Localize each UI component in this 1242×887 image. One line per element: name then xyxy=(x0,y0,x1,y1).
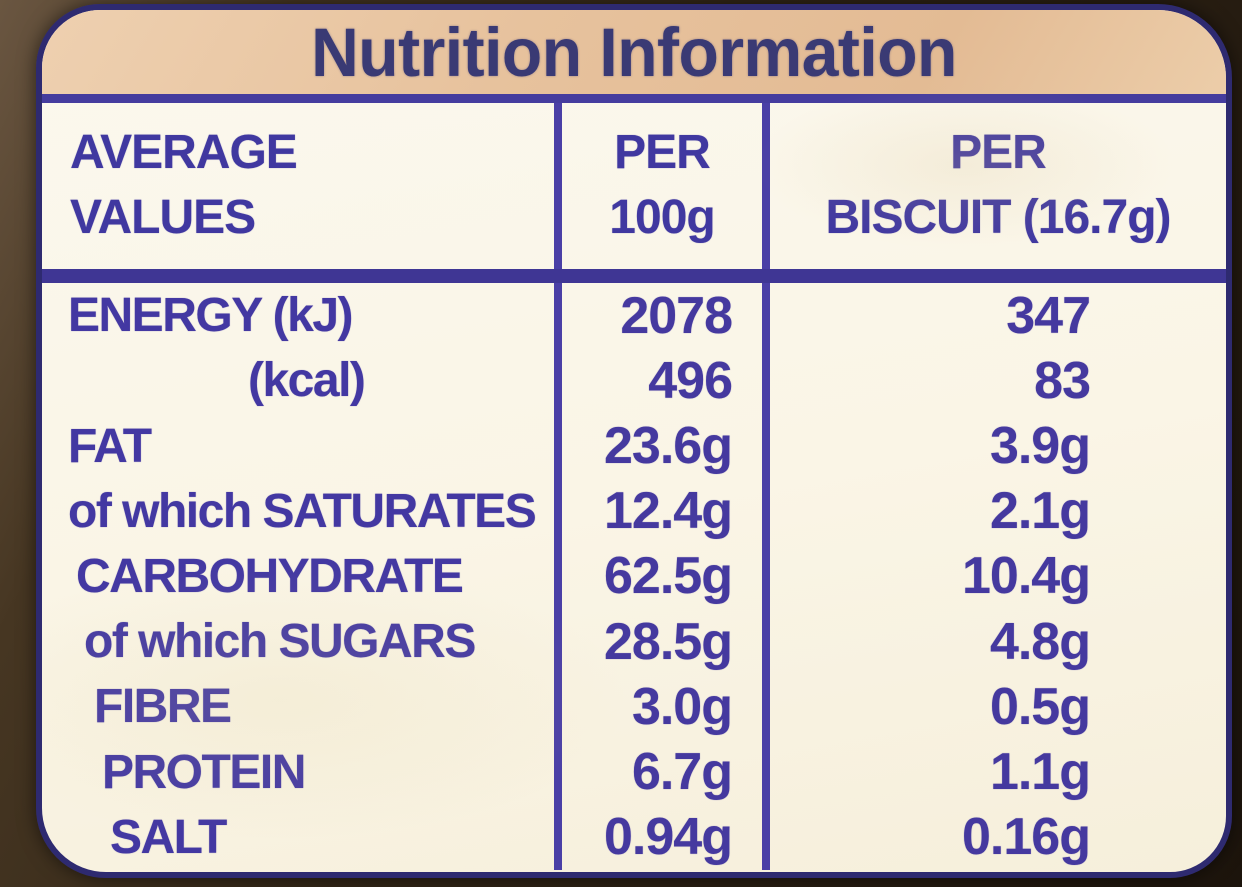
header-divider xyxy=(42,269,1226,283)
vertical-separator xyxy=(554,413,562,479)
table-row: FAT 23.6g 3.9g xyxy=(42,413,1226,479)
vertical-separator xyxy=(762,804,770,870)
nutrition-label: Nutrition Information AVERAGE VALUES PER… xyxy=(36,4,1232,878)
vertical-separator xyxy=(554,739,562,805)
value-per-biscuit: 3.9g xyxy=(989,417,1091,476)
vertical-separator xyxy=(762,103,770,269)
value-per-biscuit: 2.1g xyxy=(989,482,1091,541)
table-row: (kcal) 496 83 xyxy=(42,348,1226,414)
row-label: ENERGY (kJ) xyxy=(68,289,354,343)
vertical-separator xyxy=(762,739,770,805)
vertical-separator xyxy=(762,478,770,544)
vertical-separator xyxy=(554,674,562,740)
vertical-separator xyxy=(554,804,562,870)
value-per-100g: 23.6g xyxy=(604,417,733,476)
column-header-per-100g: PER 100g xyxy=(609,126,715,244)
table-row: ENERGY (kJ) 2078 347 xyxy=(42,283,1226,349)
value-per-biscuit: 0.16g xyxy=(962,808,1091,867)
vertical-separator xyxy=(554,348,562,414)
table-row: of which SATURATES 12.4g 2.1g xyxy=(42,478,1226,544)
value-per-biscuit: 10.4g xyxy=(962,547,1091,606)
value-per-biscuit: 0.5g xyxy=(989,677,1091,736)
vertical-separator xyxy=(762,609,770,675)
table-row: CARBOHYDRATE 62.5g 10.4g xyxy=(42,543,1226,610)
header-row: AVERAGE VALUES PER 100g PER BISCUIT (16.… xyxy=(42,103,1226,269)
value-per-100g: 3.0g xyxy=(631,677,733,736)
vertical-separator xyxy=(762,413,770,479)
vertical-separator xyxy=(762,674,770,740)
value-per-100g: 12.4g xyxy=(604,482,733,541)
row-label: SALT xyxy=(110,810,227,864)
row-label: FAT xyxy=(68,419,152,473)
value-per-100g: 496 xyxy=(648,351,733,410)
vertical-separator xyxy=(762,283,770,349)
value-per-biscuit: 1.1g xyxy=(989,743,1091,802)
vertical-separator xyxy=(554,103,562,269)
table-row: FIBRE 3.0g 0.5g xyxy=(42,674,1226,740)
table-body: ENERGY (kJ) 2078 347 (kcal) 496 83 FAT 2… xyxy=(42,283,1226,870)
value-per-100g: 0.94g xyxy=(604,808,733,867)
value-per-biscuit: 83 xyxy=(1034,351,1091,410)
value-per-biscuit: 4.8g xyxy=(989,612,1091,671)
row-label: of which SATURATES xyxy=(68,484,537,538)
vertical-separator xyxy=(554,283,562,349)
row-label: FIBRE xyxy=(94,680,232,734)
row-label: CARBOHYDRATE xyxy=(76,549,464,603)
column-header-average-values: AVERAGE VALUES xyxy=(70,126,298,244)
table-row: of which SUGARS 28.5g 4.8g xyxy=(42,609,1226,675)
value-per-100g: 28.5g xyxy=(604,612,733,671)
row-label: (kcal) xyxy=(248,354,366,408)
value-per-100g: 6.7g xyxy=(631,743,733,802)
value-per-100g: 2078 xyxy=(620,286,733,345)
vertical-separator xyxy=(554,478,562,544)
vertical-separator xyxy=(762,348,770,414)
vertical-separator xyxy=(762,543,770,610)
table-row: SALT 0.94g 0.16g xyxy=(42,804,1226,870)
vertical-separator xyxy=(554,543,562,610)
value-per-biscuit: 347 xyxy=(1006,286,1091,345)
row-label: PROTEIN xyxy=(102,745,306,799)
row-label: of which SUGARS xyxy=(84,615,476,669)
table-row: PROTEIN 6.7g 1.1g xyxy=(42,739,1226,805)
vertical-separator xyxy=(554,609,562,675)
label-title-band: Nutrition Information xyxy=(42,10,1226,94)
label-title: Nutrition Information xyxy=(311,13,957,91)
column-header-per-biscuit: PER BISCUIT (16.7g) xyxy=(825,126,1171,244)
title-divider xyxy=(42,94,1226,103)
value-per-100g: 62.5g xyxy=(604,547,733,606)
